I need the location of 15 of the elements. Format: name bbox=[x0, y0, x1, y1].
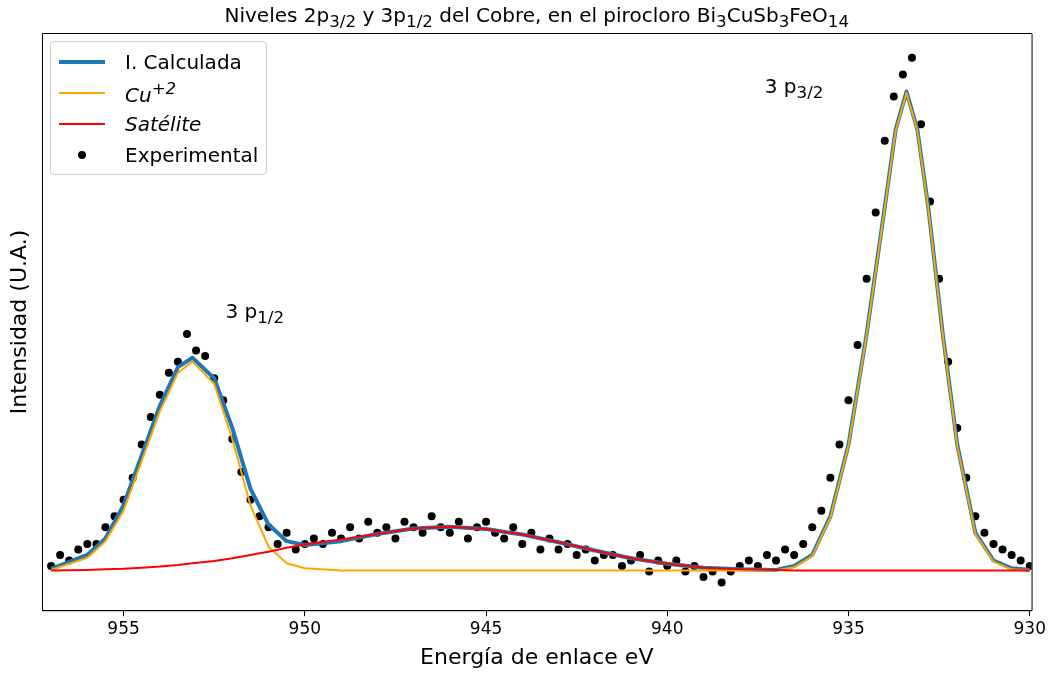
x-tick-label: 935 bbox=[832, 617, 865, 638]
legend-label: Experimental bbox=[125, 142, 259, 167]
legend-label: Satélite bbox=[125, 111, 202, 136]
x-tick-label: 955 bbox=[107, 617, 140, 638]
annotation: 3 p$_{1/2}$ bbox=[225, 298, 285, 327]
legend-label: I. Calculada bbox=[125, 49, 242, 74]
legend-label: Cu$^{+2}$ bbox=[125, 78, 177, 107]
x-tick-label: 950 bbox=[288, 617, 322, 638]
annotation: 3 p$_{3/2}$ bbox=[764, 73, 824, 102]
y-axis-title: Intensidad (U.A.) bbox=[5, 229, 31, 414]
x-tick-label: 930 bbox=[1013, 617, 1046, 638]
x-tick-label: 940 bbox=[651, 617, 684, 638]
chart-title: Niveles 2p$_{3/2}$ y 3p$_{1/2}$ del Cobre, en el pirocloro Bi$_{3}$CuSb$_{3}$FeO$_{14}$ bbox=[224, 3, 850, 31]
x-axis-title: Energía de enlace eV bbox=[420, 643, 654, 669]
x-tick-label: 945 bbox=[469, 617, 503, 638]
